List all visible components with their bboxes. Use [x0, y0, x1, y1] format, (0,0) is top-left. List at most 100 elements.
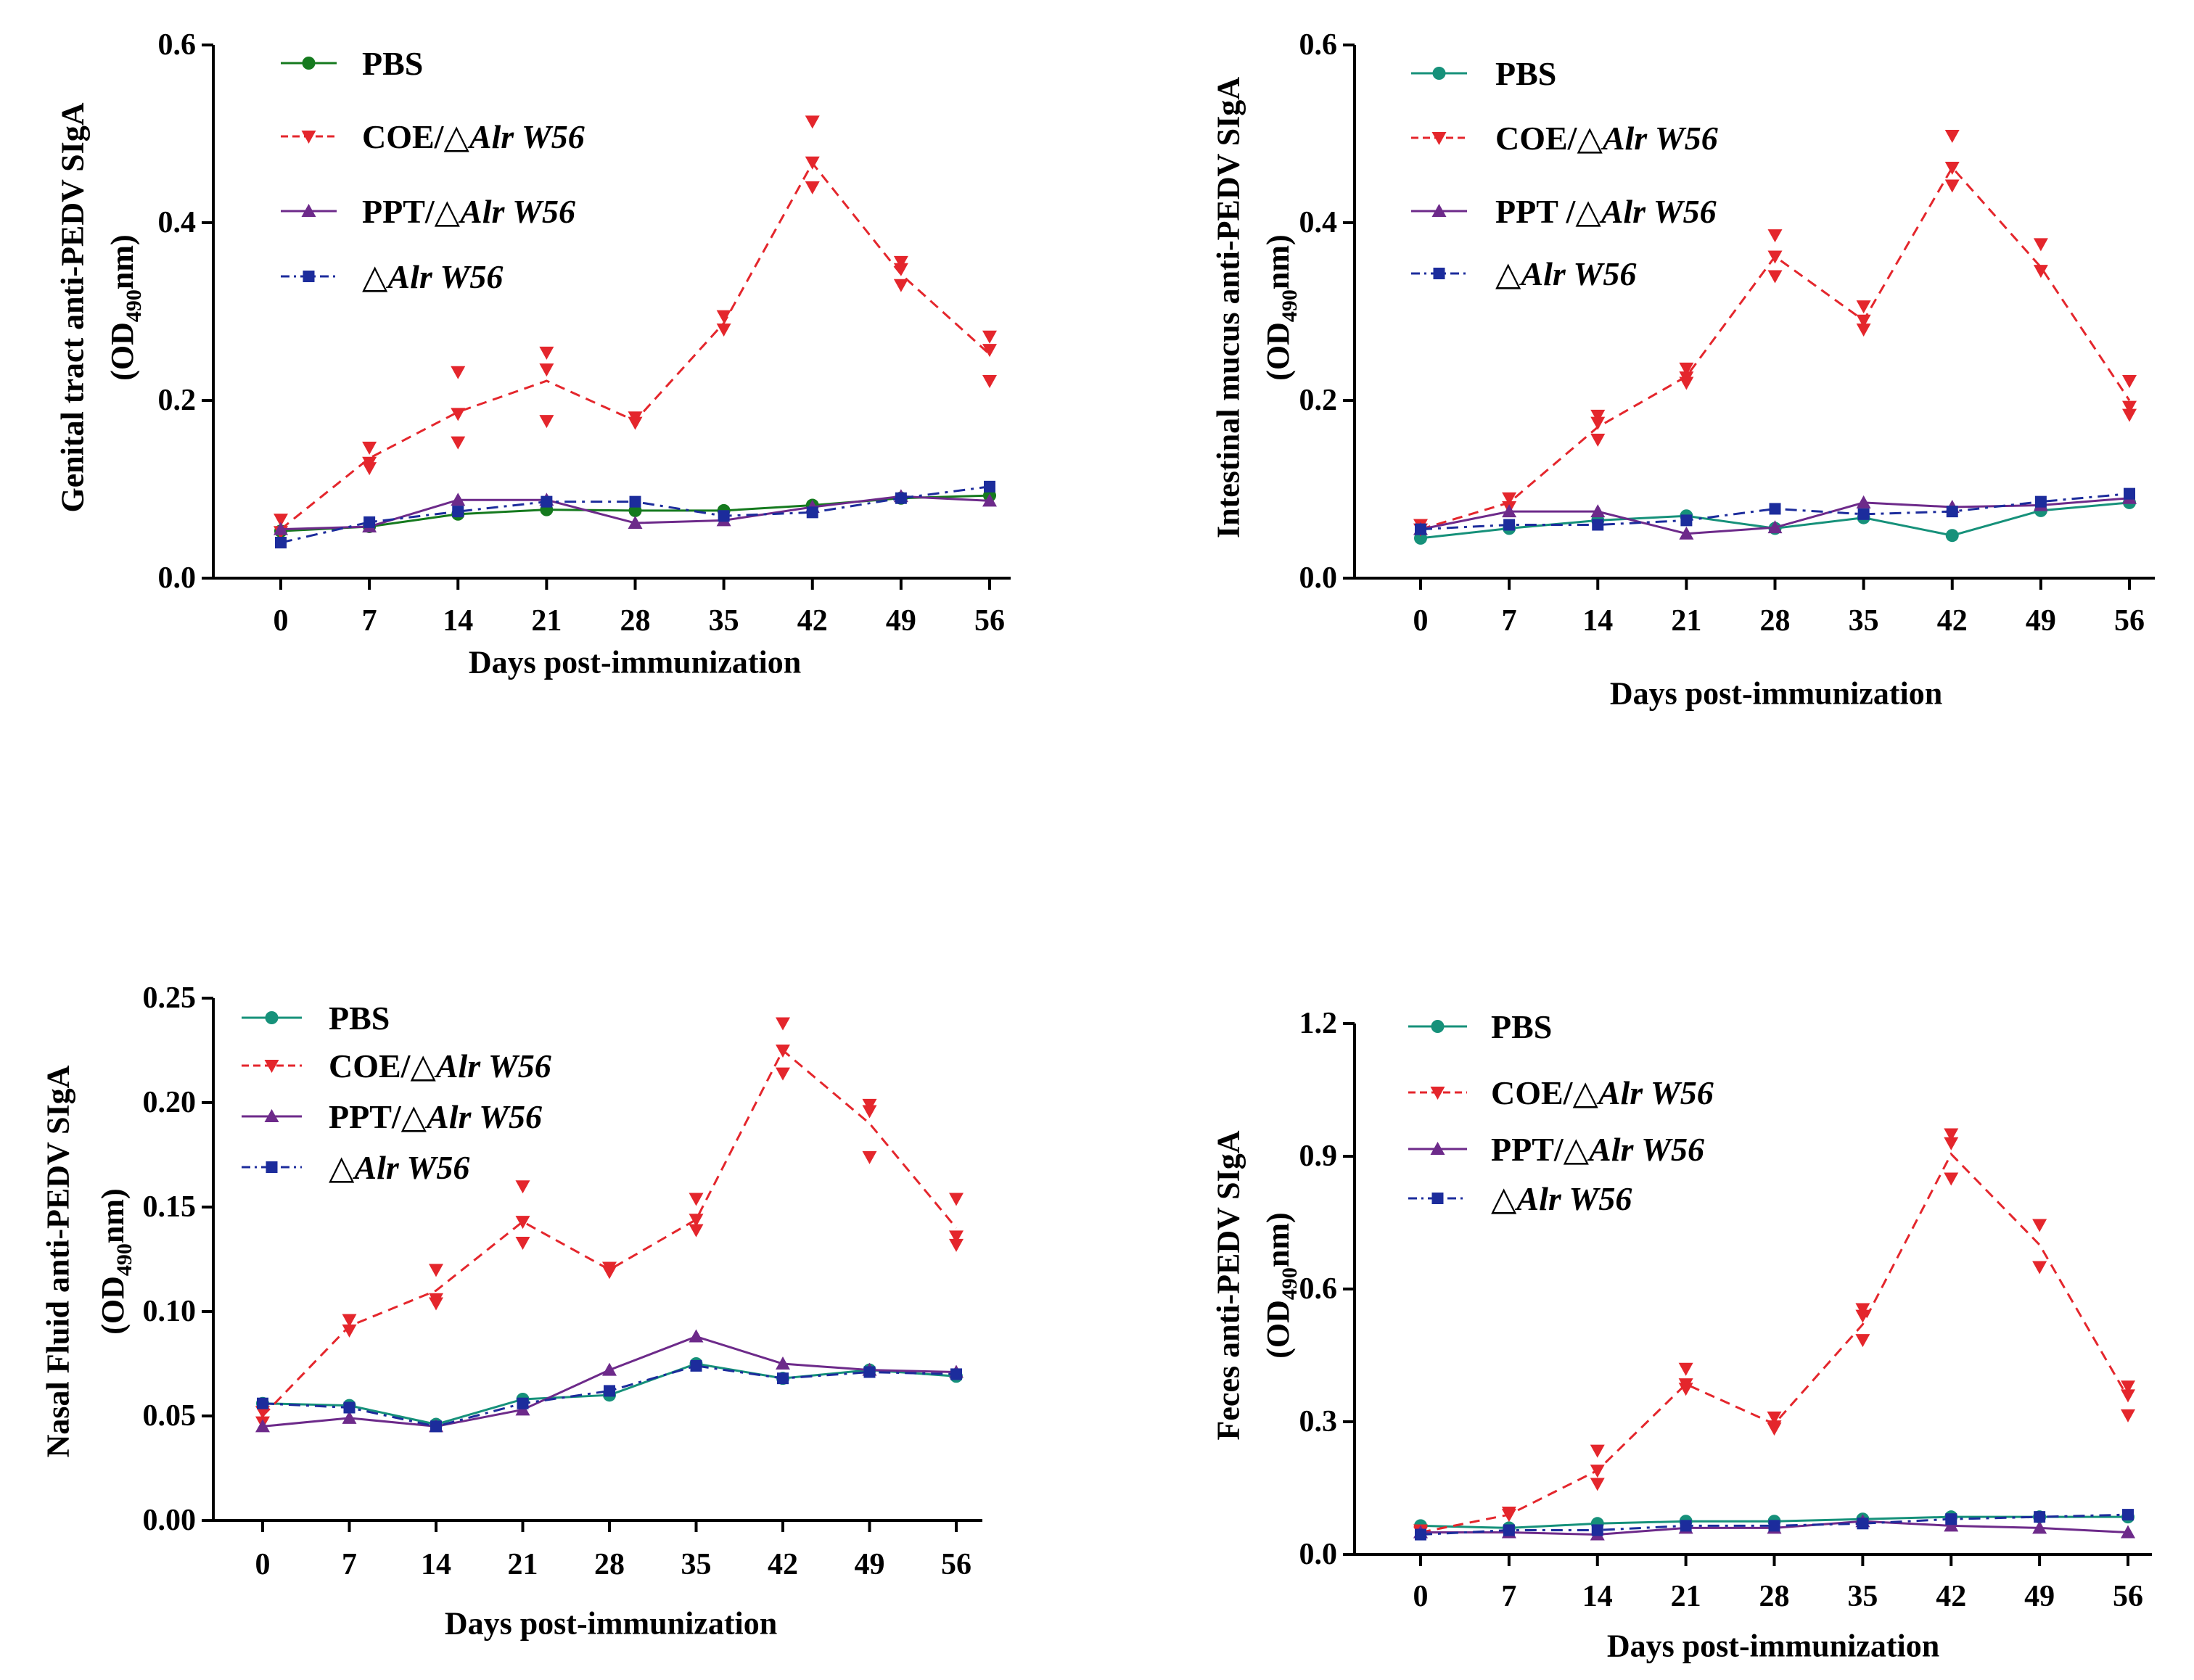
series-line [261, 1048, 958, 1417]
legend-entry: PBS [281, 45, 423, 82]
y-tick-label: 0.25 [143, 981, 197, 1015]
x-tick-label: 14 [421, 1548, 451, 1581]
y-axis-unit-label: (OD490nm) [95, 1188, 137, 1334]
data-point [515, 1236, 530, 1250]
legend-entry: PBS [242, 1000, 390, 1037]
x-tick-label: 28 [594, 1548, 625, 1581]
series-line [262, 1335, 957, 1428]
data-point [893, 279, 908, 292]
legend-label: COE/△Alr W56 [1491, 1074, 1714, 1111]
data-point [982, 344, 997, 358]
data-point [342, 1410, 357, 1424]
data-point [689, 1214, 704, 1227]
data-point [716, 310, 731, 324]
legend-label-text: PPT/△ [362, 193, 461, 230]
y-tick-label: 0.15 [143, 1190, 197, 1224]
data-point [716, 324, 731, 337]
data-point [1944, 1137, 1959, 1150]
y-tick-label: 0.20 [143, 1086, 197, 1119]
legend-label-text: PBS [1491, 1008, 1552, 1045]
x-axis-label: Days post-immunization [445, 1606, 777, 1642]
data-point [1767, 270, 1783, 284]
data-point [862, 1105, 877, 1119]
x-tick-label: 0 [274, 604, 289, 638]
data-point [451, 493, 466, 506]
data-point [984, 480, 995, 493]
legend-entry: PPT/△Alr W56 [1408, 1131, 1704, 1168]
x-tick-label: 7 [1502, 604, 1517, 638]
data-point [2121, 1525, 2135, 1539]
data-point [451, 408, 466, 421]
data-point [517, 1397, 529, 1409]
y-tick-label: 0.10 [143, 1295, 197, 1328]
data-point [1590, 1465, 1605, 1478]
legend-label: PBS [1495, 55, 1556, 92]
y-axis-unit-label: (OD490nm) [1260, 234, 1302, 380]
chart-panel-3: 0.00 0.05 0.10 0.15 0.20 0.25 0 7 14 21 28 35 42 49 56… [41, 981, 982, 1642]
y-unit-subscript: 490 [1278, 289, 1302, 322]
legend-entry: COE/△Alr W56 [281, 118, 585, 155]
legend-label-italic: Alr W56 [1596, 1074, 1714, 1111]
data-point [515, 1216, 530, 1230]
data-point [1769, 503, 1781, 515]
data-point [602, 1266, 617, 1280]
y-tick-label: 0.0 [1299, 561, 1338, 595]
data-point [2121, 1389, 2135, 1403]
data-point [628, 416, 643, 430]
legend-label: PPT/△Alr W56 [1491, 1131, 1704, 1168]
legend-marker [266, 1161, 278, 1173]
legend-marker [1432, 67, 1446, 80]
data-point [1944, 1172, 1959, 1186]
series-line [1420, 493, 2130, 531]
x-tick-label: 49 [2024, 1580, 2055, 1613]
y-unit-suffix: nm) [1260, 1212, 1296, 1267]
y-axis-unit-label: (OD490nm) [104, 234, 147, 380]
y-unit-prefix: (OD [1260, 1300, 1296, 1359]
legend-label-text: PBS [362, 45, 423, 82]
data-point [982, 375, 997, 389]
x-tick-label: 7 [342, 1548, 357, 1581]
y-tick-label: 0.2 [158, 384, 197, 417]
data-point [2124, 487, 2135, 500]
data-point [862, 1150, 877, 1164]
data-point [2032, 1261, 2047, 1275]
legend-label-text: △ [362, 258, 388, 295]
data-point [628, 516, 643, 530]
data-point [2034, 1511, 2046, 1523]
data-point [1503, 1524, 1515, 1536]
x-tick-label: 49 [886, 604, 916, 638]
y-tick-label: 1.2 [1299, 1007, 1338, 1040]
x-axis-label: Days post-immunization [1607, 1628, 1939, 1664]
data-point [539, 346, 554, 360]
y-unit-suffix: nm) [1260, 234, 1296, 289]
y-tick-label: 0.00 [143, 1504, 197, 1537]
data-point [539, 415, 554, 429]
legend-marker [265, 1011, 279, 1024]
y-unit-suffix: nm) [104, 234, 140, 289]
data-point [451, 366, 466, 379]
legend-marker [1431, 132, 1447, 145]
x-tick-label: 21 [508, 1548, 538, 1581]
y-unit-subscript: 490 [1278, 1267, 1302, 1300]
legend-label-text: △ [1491, 1180, 1517, 1217]
legend-marker [1431, 204, 1447, 217]
y-axis-label: Intestinal mucus anti-PEDV SIgA [1211, 77, 1246, 538]
data-point [1855, 1334, 1870, 1348]
data-point [1857, 1518, 1869, 1530]
data-point [777, 1372, 789, 1385]
series-4 [275, 480, 995, 548]
data-point [515, 1180, 530, 1194]
data-point [343, 1401, 356, 1414]
series-4 [1415, 487, 2135, 535]
data-point [342, 1314, 357, 1327]
data-point [362, 462, 377, 476]
x-tick-label: 35 [709, 604, 739, 638]
data-point [2121, 1380, 2135, 1394]
legend-label-italic: Alr W56 [434, 1047, 551, 1084]
data-point [1767, 229, 1783, 243]
legend-label: PBS [362, 45, 423, 82]
x-axis-label: Days post-immunization [1610, 676, 1942, 712]
legend-label: PBS [1491, 1008, 1552, 1045]
data-point [689, 1329, 704, 1343]
